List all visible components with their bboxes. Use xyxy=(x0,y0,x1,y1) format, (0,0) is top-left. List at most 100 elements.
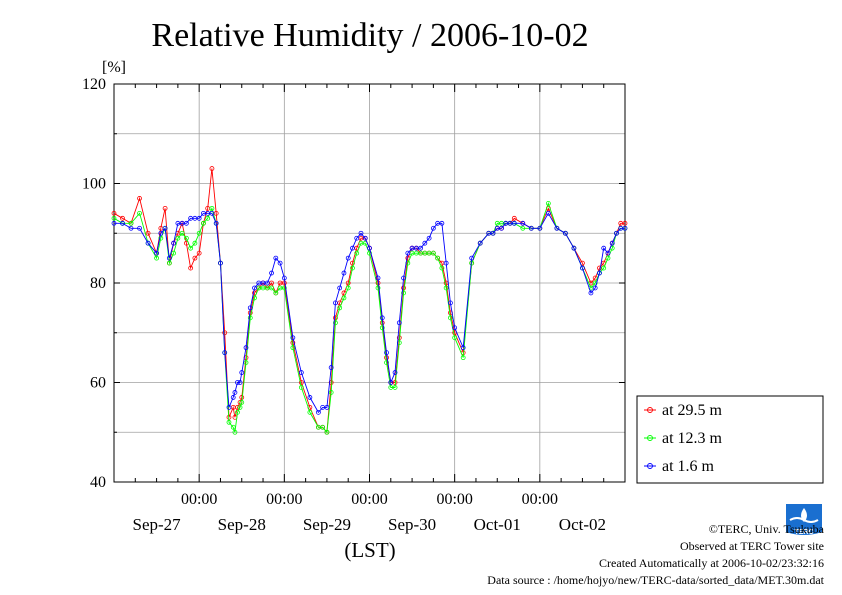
data-point xyxy=(273,290,279,296)
copyright-text: ©TERC, Univ. Tsukuba xyxy=(708,522,824,536)
data-point xyxy=(439,265,445,271)
data-point xyxy=(388,380,394,385)
data-point xyxy=(333,315,338,321)
data-point xyxy=(350,245,355,251)
data-point xyxy=(354,235,360,241)
data-source-text: Data source : /home/hojyo/new/TERC-data/… xyxy=(487,573,824,587)
legend-label: at 29.5 m xyxy=(662,402,723,419)
data-point xyxy=(562,230,568,236)
series-line xyxy=(113,168,625,434)
data-point xyxy=(281,285,287,291)
data-point xyxy=(379,315,385,321)
data-point xyxy=(243,345,249,351)
series-3 xyxy=(111,210,628,415)
data-point xyxy=(324,404,330,410)
data-point xyxy=(337,305,343,311)
data-point xyxy=(218,260,223,266)
data-point xyxy=(350,260,355,266)
data-point xyxy=(592,280,598,286)
logo-text: TERC xyxy=(794,529,813,536)
data-point xyxy=(333,320,338,326)
data-point xyxy=(422,240,428,246)
data-point xyxy=(192,255,198,261)
data-point xyxy=(307,395,313,400)
data-point xyxy=(350,265,355,271)
data-point xyxy=(430,225,436,231)
data-point xyxy=(435,255,441,261)
data-point xyxy=(158,230,164,236)
data-point xyxy=(401,285,406,291)
data-point xyxy=(333,300,338,306)
data-point xyxy=(448,315,453,321)
data-point xyxy=(290,345,296,351)
data-point xyxy=(401,290,406,296)
data-point xyxy=(298,370,304,375)
data-point xyxy=(222,330,228,336)
data-point xyxy=(499,225,504,231)
data-point xyxy=(230,395,236,400)
data-point xyxy=(418,245,424,251)
x-time-label: 00:00 xyxy=(351,491,387,508)
created-timestamp-text: Created Automatically at 2006-10-02/23:3… xyxy=(599,556,824,570)
data-point xyxy=(571,245,577,251)
data-point xyxy=(392,385,398,390)
legend-box xyxy=(636,395,824,484)
data-point xyxy=(392,370,398,375)
legend: at 29.5 m at 12.3 m at 1.6 m xyxy=(636,395,824,484)
data-point xyxy=(128,225,134,231)
data-point xyxy=(324,429,330,435)
data-point xyxy=(128,220,134,226)
data-point xyxy=(367,245,372,251)
data-point xyxy=(235,380,240,385)
data-point xyxy=(137,210,142,216)
data-point xyxy=(183,220,189,226)
data-point xyxy=(196,250,202,256)
data-point xyxy=(235,404,240,410)
x-date-label: Oct-01 xyxy=(474,515,521,534)
data-point xyxy=(469,255,475,261)
data-point xyxy=(345,280,351,286)
data-point xyxy=(341,270,347,276)
data-point xyxy=(490,230,496,236)
data-point xyxy=(111,215,117,221)
data-point xyxy=(597,270,602,276)
data-point xyxy=(237,380,243,385)
x-time-label: 00:00 xyxy=(181,491,217,508)
data-point xyxy=(158,235,164,241)
data-point xyxy=(320,424,326,430)
x-date-label: Sep-30 xyxy=(388,515,436,534)
data-point xyxy=(430,250,436,256)
data-point xyxy=(171,240,177,246)
data-point xyxy=(209,210,215,216)
data-point xyxy=(209,166,215,171)
data-point xyxy=(247,315,253,321)
data-point xyxy=(120,220,125,226)
legend-marker xyxy=(647,463,653,469)
data-point xyxy=(235,409,240,415)
data-point xyxy=(179,230,185,236)
data-point xyxy=(175,235,181,241)
data-point xyxy=(345,255,351,261)
x-date-label: Sep-29 xyxy=(303,515,351,534)
data-point xyxy=(379,325,385,331)
data-point xyxy=(401,275,406,281)
data-point xyxy=(281,275,287,281)
data-point xyxy=(252,285,257,291)
data-point xyxy=(354,250,360,256)
data-point xyxy=(192,240,198,246)
data-point xyxy=(384,350,389,356)
data-point xyxy=(384,360,389,366)
data-point xyxy=(545,210,551,216)
y-axis-unit-label: [%] xyxy=(102,59,126,76)
x-date-label: Oct-02 xyxy=(559,515,606,534)
data-point xyxy=(111,210,117,216)
data-point xyxy=(277,260,283,266)
data-point xyxy=(226,419,232,425)
data-point xyxy=(239,399,245,405)
data-point xyxy=(362,235,368,241)
data-point xyxy=(273,255,279,261)
data-point xyxy=(520,220,526,226)
y-tick-label: 120 xyxy=(82,76,106,93)
data-point xyxy=(264,280,270,286)
data-point xyxy=(460,345,466,351)
